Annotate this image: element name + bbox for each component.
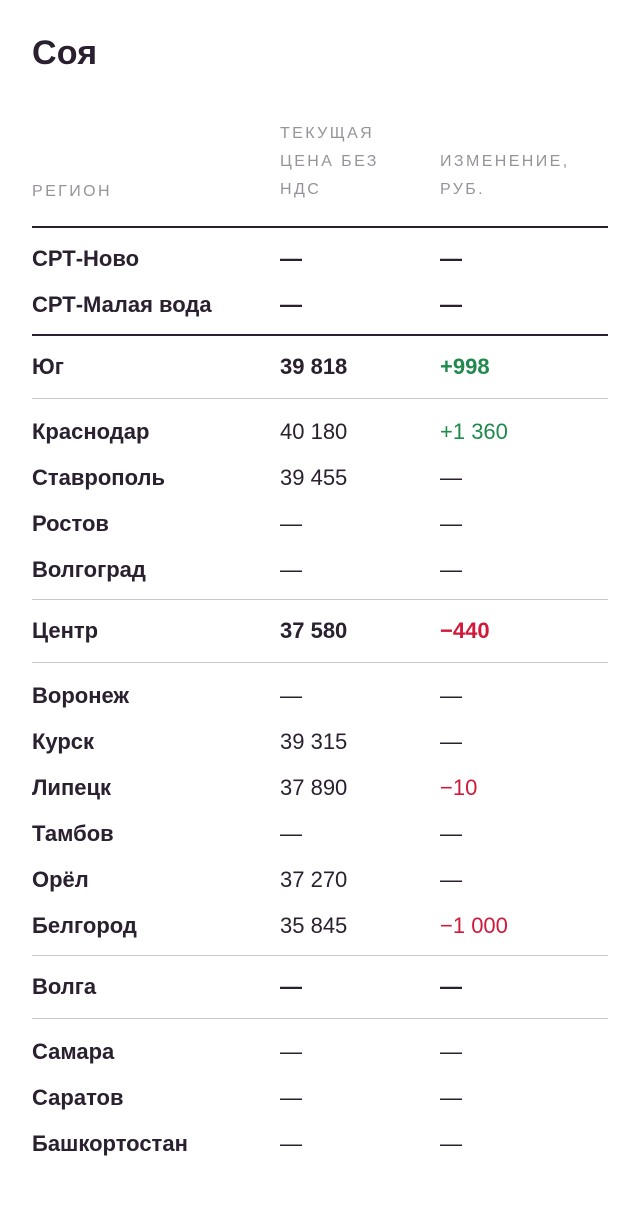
region-name: Воронеж	[32, 683, 130, 708]
price-value: 35 845	[280, 913, 348, 938]
price-value: 39 455	[280, 465, 348, 490]
region-name: СРТ-Ново	[32, 246, 140, 271]
change-value: +1 360	[440, 419, 508, 444]
table-row: СРТ-Ново — —	[32, 236, 608, 282]
region-name: Самара	[32, 1039, 115, 1064]
table-row: Башкортостан — —	[32, 1121, 608, 1167]
change-value: —	[440, 1131, 462, 1156]
price-value: —	[280, 683, 302, 708]
region-name: Краснодар	[32, 419, 150, 444]
region-name: Тамбов	[32, 821, 114, 846]
group-divider	[32, 955, 608, 956]
price-value: 37 270	[280, 867, 348, 892]
table-row: Орёл 37 270 —	[32, 857, 608, 903]
change-value: —	[440, 246, 462, 271]
price-value: —	[280, 821, 302, 846]
table-row: Краснодар 40 180 +1 360	[32, 409, 608, 455]
price-column-header: ТЕКУЩАЯ ЦЕНА БЕЗ НДС	[280, 125, 379, 198]
table-row: Ростов — —	[32, 501, 608, 547]
change-value: —	[440, 729, 462, 754]
change-value: −1 000	[440, 913, 508, 938]
region-name: Ростов	[32, 511, 109, 536]
price-value: —	[280, 292, 302, 317]
price-value: 40 180	[280, 419, 348, 444]
change-value: −440	[440, 618, 490, 643]
total-row: Волга — —	[32, 964, 608, 1010]
table-row: Липецк 37 890 −10	[32, 765, 608, 811]
group-divider	[32, 599, 608, 600]
region-name: Ставрополь	[32, 465, 165, 490]
price-value: —	[280, 1039, 302, 1064]
price-table: СРТ-Ново — — СРТ-Малая вода — — Юг 39 81…	[32, 228, 608, 1167]
price-value: 37 580	[280, 618, 348, 643]
change-column-header: ИЗМЕНЕНИЕ, РУБ.	[440, 153, 570, 198]
price-value: —	[280, 974, 302, 999]
price-value: 39 315	[280, 729, 348, 754]
region-name: Волгоград	[32, 557, 146, 582]
total-row: Юг 39 818 +998	[32, 344, 608, 390]
change-value: —	[440, 557, 462, 582]
price-value: —	[280, 557, 302, 582]
change-value: +998	[440, 354, 490, 379]
change-value: —	[440, 511, 462, 536]
row-divider	[32, 398, 608, 399]
region-name: Центр	[32, 618, 99, 643]
table-row: Курск 39 315 —	[32, 719, 608, 765]
region-name: Белгород	[32, 913, 137, 938]
table-header: РЕГИОН ТЕКУЩАЯ ЦЕНА БЕЗ НДС ИЗМЕНЕНИЕ, Р…	[32, 120, 608, 228]
table-row: Самара — —	[32, 1029, 608, 1075]
region-name: Липецк	[32, 775, 112, 800]
region-name: Башкортостан	[32, 1131, 188, 1156]
change-value: —	[440, 683, 462, 708]
region-column-header: РЕГИОН	[32, 183, 112, 200]
region-name: Курск	[32, 729, 95, 754]
price-value: 37 890	[280, 775, 348, 800]
change-value: —	[440, 821, 462, 846]
table-row: Ставрополь 39 455 —	[32, 455, 608, 501]
change-value: —	[440, 1039, 462, 1064]
total-row: Центр 37 580 −440	[32, 608, 608, 654]
table-row: Тамбов — —	[32, 811, 608, 857]
price-value: —	[280, 246, 302, 271]
row-divider	[32, 1018, 608, 1019]
region-name: Орёл	[32, 867, 89, 892]
table-row: Воронеж — —	[32, 673, 608, 719]
table-row: Волгоград — —	[32, 547, 608, 593]
table-row: СРТ-Малая вода — —	[32, 282, 608, 328]
table-row: Саратов — —	[32, 1075, 608, 1121]
table-row: Белгород 35 845 −1 000	[32, 903, 608, 949]
price-value: 39 818	[280, 354, 348, 379]
change-value: −10	[440, 775, 478, 800]
page-title: Соя	[32, 34, 98, 72]
region-name: Волга	[32, 974, 97, 999]
region-name: СРТ-Малая вода	[32, 292, 212, 317]
change-value: —	[440, 867, 462, 892]
region-name: Юг	[32, 354, 64, 379]
price-value: —	[280, 1085, 302, 1110]
change-value: —	[440, 974, 462, 999]
change-value: —	[440, 465, 462, 490]
change-value: —	[440, 1085, 462, 1110]
change-value: —	[440, 292, 462, 317]
price-value: —	[280, 511, 302, 536]
price-value: —	[280, 1131, 302, 1156]
group-divider	[32, 334, 608, 336]
row-divider	[32, 662, 608, 663]
region-name: Саратов	[32, 1085, 124, 1110]
